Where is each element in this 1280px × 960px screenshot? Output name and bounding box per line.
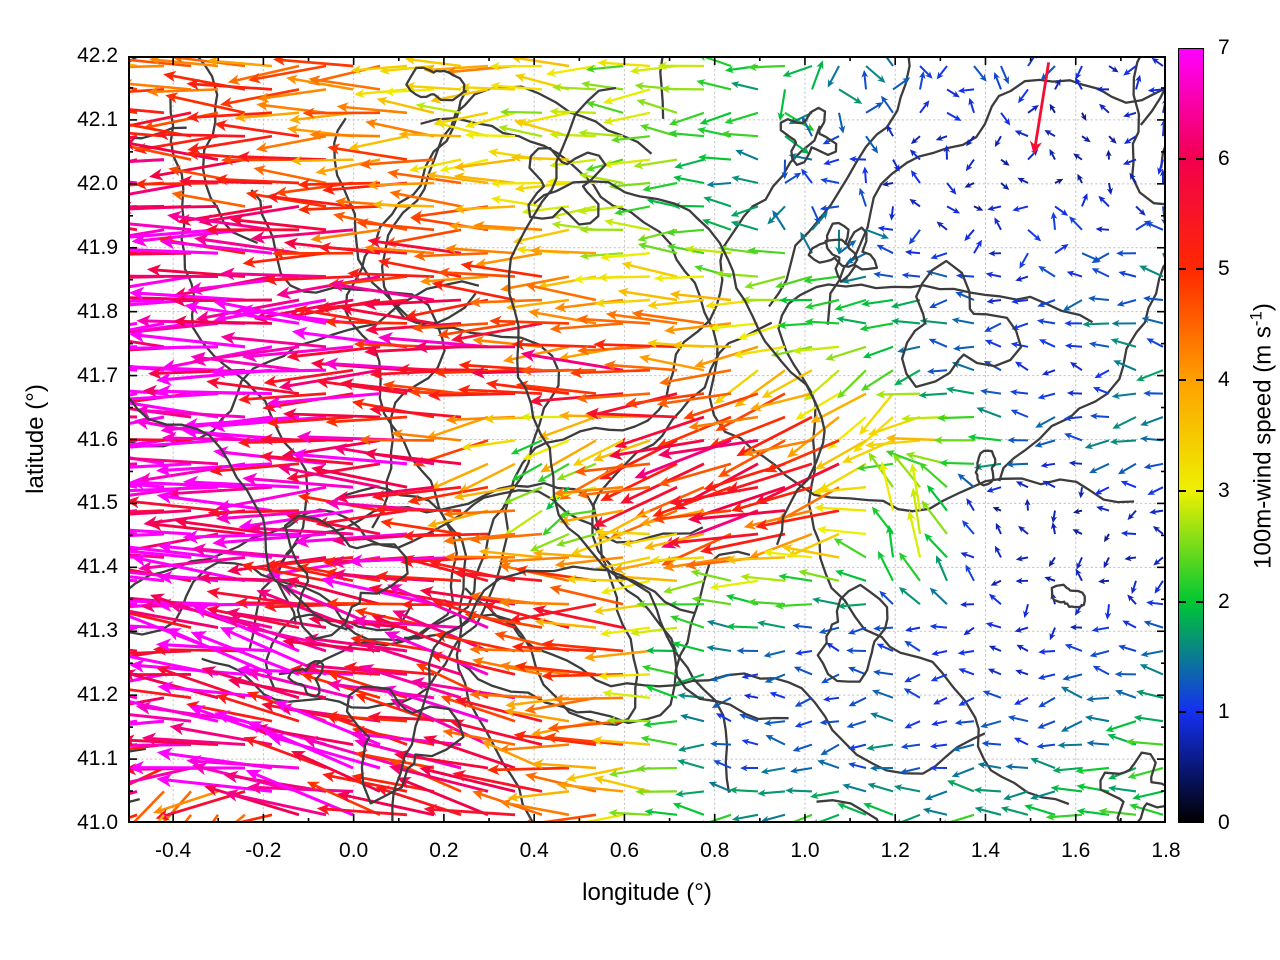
x-tick-label: 1.8 (1151, 839, 1181, 862)
colorbar-tick-label: 6 (1218, 146, 1230, 170)
y-tick-label: 41.6 (77, 427, 118, 451)
plot-area (128, 56, 1166, 823)
x-tick-label: -0.2 (245, 839, 282, 862)
x-tick-label: 0.8 (700, 839, 730, 862)
colorbar-tick-label: 0 (1218, 811, 1230, 834)
colorbar-tick-label: 1 (1218, 700, 1230, 724)
colorbar-dash (1196, 711, 1203, 714)
colorbar-dash (1196, 157, 1203, 160)
y-tick-label: 41.3 (77, 619, 118, 643)
y-tick-label: 41.1 (77, 747, 118, 771)
colorbar-label-close: ) (1249, 303, 1277, 312)
x-axis-label: longitude (°) (582, 879, 712, 906)
x-tick-label: 0.6 (609, 839, 640, 862)
y-tick-label: 41.9 (77, 235, 118, 259)
colorbar-label-exponent: -1 (1246, 311, 1266, 327)
colorbar-dash (1196, 268, 1203, 271)
y-tick-label: 41.2 (77, 683, 118, 707)
colorbar-tick-label: 4 (1218, 368, 1230, 392)
y-tick-label: 41.8 (77, 299, 118, 323)
x-tick-label: 1.4 (970, 839, 1001, 862)
colorbar-dash (1179, 711, 1186, 714)
y-tick-label: 42.0 (77, 171, 118, 195)
x-tick-label: 0.4 (519, 839, 549, 862)
y-tick-label: 41.7 (77, 363, 118, 387)
y-tick-label: 42.1 (77, 107, 118, 131)
x-tick-label: 1.2 (880, 839, 910, 862)
colorbar-tick-label: 3 (1218, 478, 1230, 502)
x-tick-label: 0.2 (429, 839, 459, 862)
colorbar-dash (1179, 379, 1186, 382)
y-tick-label: 42.2 (77, 44, 118, 67)
y-tick-label: 41.0 (77, 811, 118, 834)
colorbar-dash (1196, 489, 1203, 492)
colorbar-label-main: 100m-wind speed (m s (1249, 326, 1277, 569)
x-tick-label: 0.0 (339, 839, 369, 862)
colorbar-dash (1179, 600, 1186, 603)
colorbar-dash (1196, 600, 1203, 603)
colorbar-tick-label: 5 (1218, 257, 1230, 281)
colorbar-label: 100m-wind speed (m s-1) (1247, 303, 1278, 569)
x-tick-label: 1.6 (1061, 839, 1091, 862)
colorbar-tick-label: 7 (1218, 36, 1230, 59)
colorbar-tick-label: 2 (1218, 589, 1230, 613)
colorbar-gradient (1178, 48, 1204, 823)
x-tick-label: 1.0 (790, 839, 820, 862)
colorbar-dash (1179, 489, 1186, 492)
colorbar-dash (1179, 157, 1186, 160)
colorbar-dash (1196, 379, 1203, 382)
y-tick-label: 41.4 (77, 555, 118, 579)
y-tick-label: 41.5 (77, 491, 118, 515)
colorbar-dash (1179, 268, 1186, 271)
x-tick-label: -0.4 (155, 839, 192, 862)
